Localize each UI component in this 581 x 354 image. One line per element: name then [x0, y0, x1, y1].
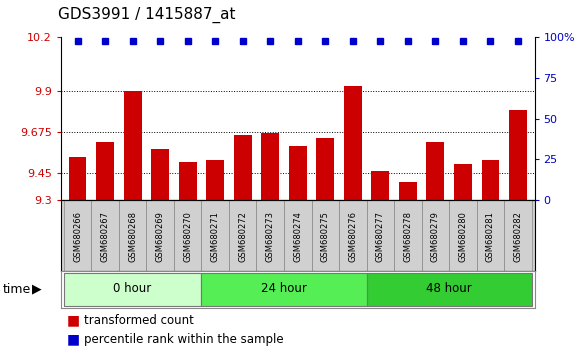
- Text: ■: ■: [67, 332, 80, 346]
- Text: GDS3991 / 1415887_at: GDS3991 / 1415887_at: [58, 7, 236, 23]
- Bar: [256, 200, 284, 271]
- Text: GSM680275: GSM680275: [321, 211, 330, 262]
- Text: 48 hour: 48 hour: [426, 282, 472, 295]
- Text: percentile rank within the sample: percentile rank within the sample: [84, 333, 284, 346]
- Text: GSM680271: GSM680271: [211, 211, 220, 262]
- FancyBboxPatch shape: [202, 273, 367, 306]
- Text: GSM680268: GSM680268: [128, 211, 137, 262]
- Text: GSM680280: GSM680280: [458, 211, 468, 262]
- Bar: [96, 142, 114, 200]
- Text: GSM680277: GSM680277: [376, 211, 385, 262]
- Text: GSM680282: GSM680282: [514, 211, 522, 262]
- Text: GSM680270: GSM680270: [183, 211, 192, 262]
- FancyBboxPatch shape: [64, 273, 202, 306]
- Bar: [476, 200, 504, 271]
- Bar: [119, 200, 146, 271]
- Text: ■: ■: [67, 313, 80, 327]
- Bar: [367, 200, 394, 271]
- Text: GSM680272: GSM680272: [238, 211, 247, 262]
- Text: GSM680276: GSM680276: [349, 211, 357, 262]
- Bar: [151, 149, 169, 200]
- Bar: [509, 109, 527, 200]
- Bar: [316, 138, 334, 200]
- Bar: [426, 142, 444, 200]
- Bar: [399, 182, 417, 200]
- Text: time: time: [3, 283, 31, 296]
- Text: GSM680274: GSM680274: [293, 211, 302, 262]
- Text: GSM680273: GSM680273: [266, 211, 275, 262]
- Bar: [344, 86, 362, 200]
- Bar: [234, 135, 252, 200]
- Text: transformed count: transformed count: [84, 314, 194, 327]
- Bar: [504, 200, 532, 271]
- FancyBboxPatch shape: [367, 273, 532, 306]
- Bar: [261, 133, 279, 200]
- Bar: [454, 164, 472, 200]
- Bar: [179, 162, 196, 200]
- Text: ▶: ▶: [32, 283, 42, 296]
- Bar: [174, 200, 202, 271]
- Bar: [289, 146, 307, 200]
- Bar: [284, 200, 311, 271]
- Bar: [422, 200, 449, 271]
- Text: GSM680266: GSM680266: [73, 211, 82, 262]
- Bar: [394, 200, 422, 271]
- Bar: [202, 200, 229, 271]
- Bar: [91, 200, 119, 271]
- Text: GSM680269: GSM680269: [156, 211, 164, 262]
- Text: 24 hour: 24 hour: [261, 282, 307, 295]
- Bar: [64, 200, 91, 271]
- Text: 0 hour: 0 hour: [113, 282, 152, 295]
- Bar: [229, 200, 256, 271]
- Bar: [124, 91, 142, 200]
- Bar: [371, 171, 389, 200]
- Text: GSM680279: GSM680279: [431, 211, 440, 262]
- Bar: [339, 200, 367, 271]
- Bar: [69, 156, 87, 200]
- Bar: [206, 160, 224, 200]
- Bar: [146, 200, 174, 271]
- Bar: [311, 200, 339, 271]
- Text: GSM680267: GSM680267: [101, 211, 110, 262]
- Bar: [482, 160, 500, 200]
- Text: GSM680278: GSM680278: [403, 211, 413, 262]
- Text: GSM680281: GSM680281: [486, 211, 495, 262]
- Bar: [449, 200, 476, 271]
